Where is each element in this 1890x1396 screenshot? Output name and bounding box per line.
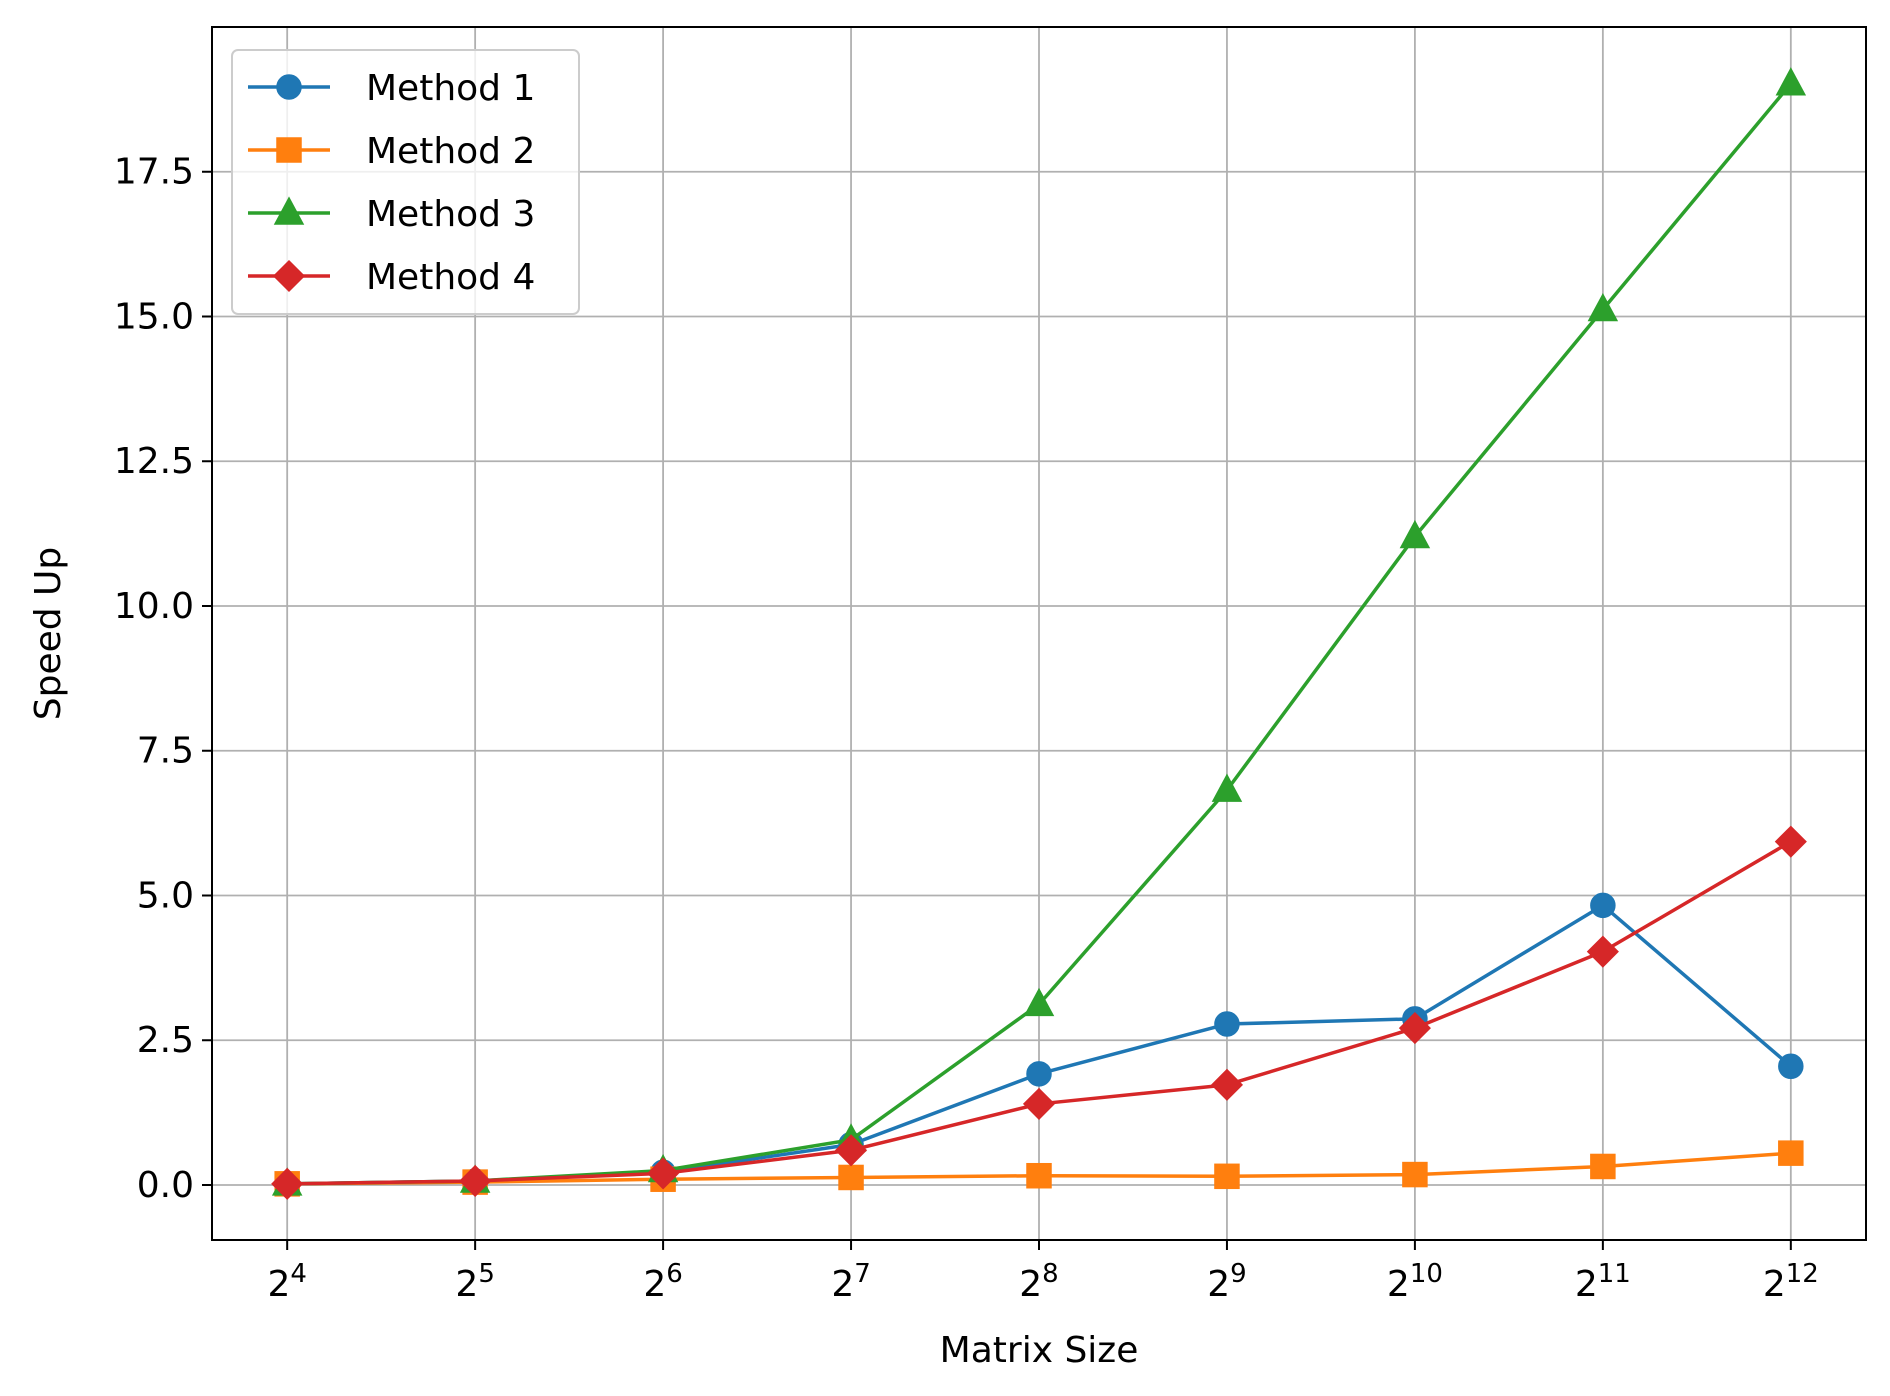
data-point	[647, 1157, 680, 1190]
y-tick-label: 7.5	[137, 731, 194, 772]
x-tick-label-exponent: 12	[1786, 1259, 1819, 1289]
x-tick-label-exponent: 4	[290, 1259, 307, 1289]
x-tick-label-base: 2	[1763, 1264, 1786, 1305]
legend: Method 1 Method 2 Method 3 Method 4	[231, 49, 580, 315]
data-point	[1587, 292, 1619, 322]
legend-swatch-marker	[276, 137, 302, 163]
series-4	[271, 825, 1807, 1200]
legend-label: Method 3	[366, 194, 535, 235]
data-point	[1214, 1011, 1240, 1037]
legend-item: Method 1	[248, 68, 535, 109]
y-tick-label: 0.0	[137, 1165, 194, 1206]
data-point	[1778, 1053, 1804, 1080]
legend-swatch-marker	[272, 259, 306, 293]
legend-label: Method 4	[366, 257, 535, 298]
x-tick-label: 26	[643, 1259, 682, 1305]
data-point	[1026, 1061, 1052, 1087]
data-point	[834, 1134, 868, 1167]
data-point	[1778, 1140, 1804, 1166]
legend-box	[231, 49, 580, 315]
legend-label: Method 1	[366, 68, 535, 109]
x-tick-label-exponent: 5	[478, 1259, 495, 1289]
x-tick-label-exponent: 7	[854, 1259, 871, 1289]
x-tick-label-base: 2	[1387, 1264, 1410, 1305]
x-tick-label: 28	[1019, 1259, 1058, 1305]
y-tick-label: 17.5	[114, 152, 194, 193]
data-point	[1398, 1012, 1431, 1045]
x-tick-label-exponent: 9	[1230, 1259, 1247, 1289]
data-point	[1023, 987, 1055, 1017]
legend-label: Method 2	[366, 131, 535, 172]
data-point	[1211, 773, 1243, 802]
data-point	[1590, 892, 1616, 919]
x-tick-label-exponent: 11	[1598, 1259, 1631, 1289]
y-axis-label: Speed Up	[28, 547, 69, 721]
data-point	[1774, 825, 1807, 858]
x-axis-label: Matrix Size	[940, 1330, 1139, 1371]
data-point	[1214, 1163, 1240, 1190]
x-tick-label-exponent: 6	[666, 1259, 683, 1289]
legend-item: Method 4	[248, 257, 535, 298]
legend-item: Method 3	[248, 194, 535, 235]
x-tick-label: 211	[1575, 1259, 1631, 1305]
data-point	[1402, 1161, 1428, 1188]
data-point	[271, 1167, 304, 1200]
x-tick-label-base: 2	[455, 1264, 478, 1305]
y-tick-label: 5.0	[137, 875, 194, 916]
data-point	[838, 1164, 864, 1191]
legend-item: Method 2	[248, 131, 535, 172]
data-point	[459, 1164, 492, 1198]
legend-swatch-marker	[273, 196, 305, 225]
x-tick-label-base: 2	[831, 1264, 854, 1305]
y-tick-label: 12.5	[114, 441, 194, 482]
x-tick-label: 25	[455, 1259, 494, 1305]
y-tick-label: 2.5	[137, 1020, 194, 1061]
x-tick-label: 24	[267, 1259, 306, 1305]
legend-swatch-marker	[276, 74, 302, 100]
data-point	[1210, 1068, 1244, 1101]
x-tick-label-base: 2	[267, 1264, 290, 1305]
x-tick-label: 212	[1763, 1259, 1819, 1305]
x-tick-label-base: 2	[1575, 1264, 1598, 1305]
x-tick-label-exponent: 8	[1042, 1259, 1059, 1289]
data-point	[1775, 67, 1807, 96]
x-tick-label: 27	[831, 1259, 870, 1305]
x-tick-label-exponent: 10	[1410, 1259, 1443, 1289]
data-point	[1590, 1153, 1616, 1180]
x-tick-label-base: 2	[1207, 1264, 1230, 1305]
y-tick-label: 15.0	[114, 296, 194, 337]
y-tick-label: 10.0	[114, 586, 194, 627]
x-tick-label-base: 2	[643, 1264, 666, 1305]
data-point	[1022, 1087, 1056, 1120]
x-tick-label: 210	[1387, 1259, 1443, 1305]
x-tick-label: 29	[1207, 1259, 1246, 1305]
data-point	[1399, 519, 1431, 549]
data-point	[1586, 935, 1619, 968]
ticks: 24 25 26 27 28 29 210 211 2120.02.55.07.510.012.…	[114, 152, 1819, 1305]
data-point	[1026, 1162, 1052, 1189]
x-tick-label-base: 2	[1019, 1264, 1042, 1305]
series-layer	[271, 67, 1807, 1200]
